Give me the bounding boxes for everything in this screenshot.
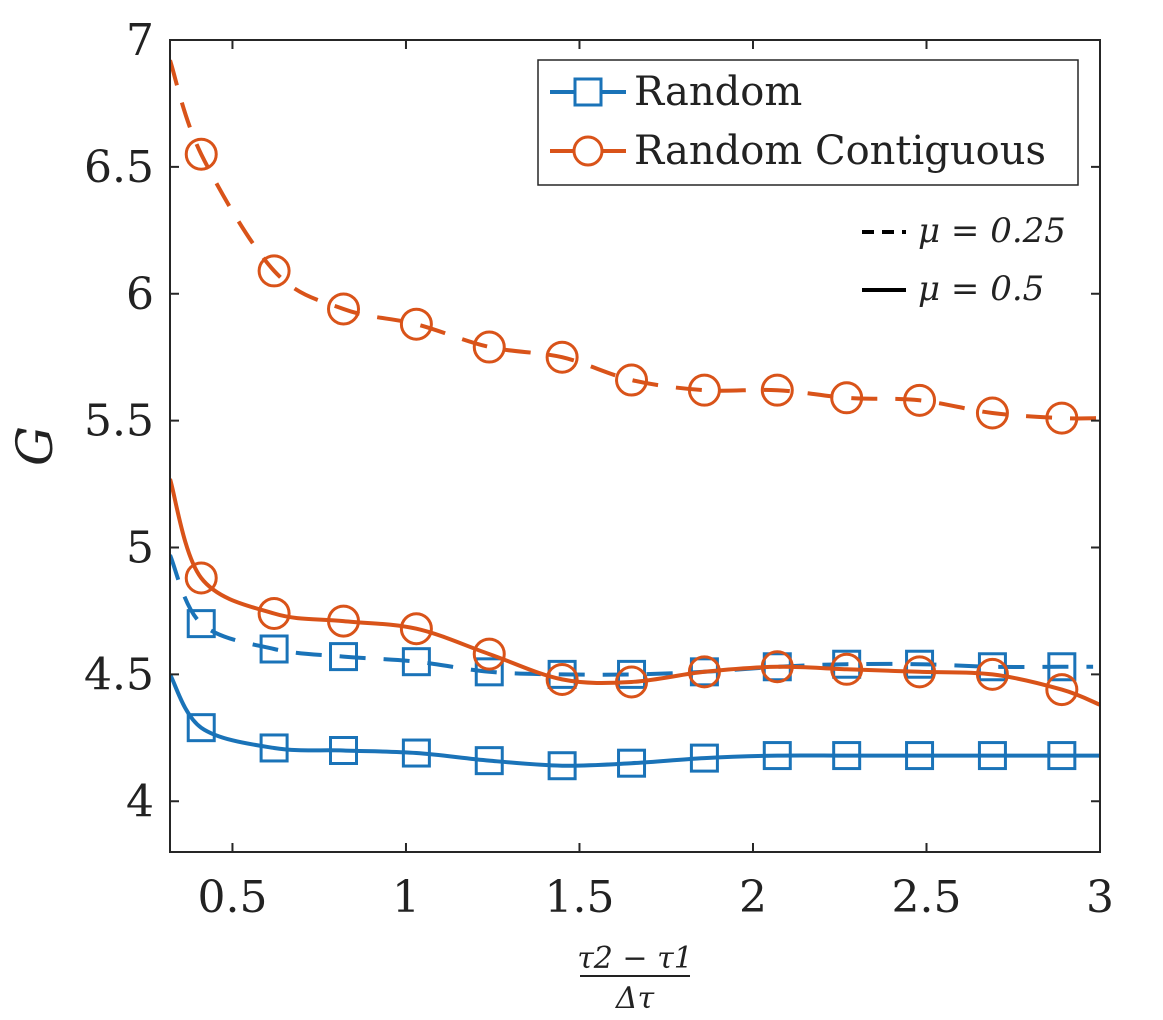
linestyle-legend: μ = 0.25 μ = 0.5	[862, 211, 1066, 309]
series-markers-random-contiguous-mu-05	[184, 561, 1079, 707]
data-point-square	[401, 647, 431, 677]
ticks-layer: 0.5 1 1.5 2 2.5 3 4 4.5 5 5.5 6 6.5 7	[84, 15, 1114, 923]
data-point-circle	[1045, 401, 1079, 435]
y-tick-label: 5	[126, 523, 154, 574]
linestyle-label-dashed: μ = 0.25	[918, 211, 1066, 251]
x-tick-label: 1	[392, 872, 420, 923]
y-tick-label: 6	[126, 269, 154, 320]
legend-marker-square	[573, 77, 603, 107]
x-tick-label: 2.5	[892, 872, 962, 923]
data-point-circle	[975, 396, 1009, 430]
data-point-circle	[472, 637, 506, 671]
data-point-circle	[545, 662, 579, 696]
x-tick-label: 1.5	[544, 872, 614, 923]
data-point-circle	[975, 657, 1009, 691]
linestyle-label-solid: μ = 0.5	[918, 269, 1044, 309]
series-line-random-mu-025	[170, 554, 1094, 677]
data-point-square	[617, 748, 647, 778]
data-point-square	[474, 746, 504, 776]
series-line-random-contiguous-mu-025	[170, 59, 1100, 421]
data-point-square	[547, 751, 577, 781]
data-point-square	[186, 713, 216, 743]
data-point-circle	[184, 137, 218, 171]
data-point-circle	[687, 373, 721, 407]
data-point-square	[259, 634, 289, 664]
x-tick-label: 3	[1086, 872, 1114, 923]
data-point-square	[329, 642, 359, 672]
legend-entry-random: Random	[550, 69, 802, 115]
data-point-circle	[1045, 673, 1079, 707]
data-point-square	[474, 657, 504, 687]
data-point-circle	[760, 373, 794, 407]
data-point-circle	[399, 612, 433, 646]
data-point-square	[689, 743, 719, 773]
data-point-square	[401, 738, 431, 768]
data-point-circle	[545, 340, 579, 374]
data-point-circle	[257, 254, 291, 288]
data-point-square	[1047, 652, 1077, 682]
legend-marker-circle	[572, 135, 604, 167]
data-point-square	[186, 609, 216, 639]
series-line-random-mu-05	[170, 673, 1100, 768]
legend-box	[537, 59, 1079, 186]
x-tick-label: 2	[739, 872, 767, 923]
data-point-circle	[760, 650, 794, 684]
data-point-square	[1047, 741, 1077, 771]
data-point-square	[259, 733, 289, 763]
data-point-square	[977, 741, 1007, 771]
series-markers-random-mu-05	[186, 713, 1077, 781]
data-point-circle	[687, 655, 721, 689]
y-tick-label: 5.5	[84, 396, 154, 447]
legend-entry-random-contiguous: Random Contiguous	[550, 128, 1046, 174]
series-markers-random-contiguous-mu-025	[184, 137, 1079, 435]
y-axis-label: G	[6, 426, 64, 466]
data-point-circle	[830, 652, 864, 686]
data-point-circle	[903, 655, 937, 689]
legend: Random Random Contiguous	[537, 59, 1079, 186]
legend-label-random-contiguous: Random Contiguous	[634, 128, 1046, 174]
legend-label-random: Random	[634, 69, 802, 115]
data-point-circle	[615, 363, 649, 397]
x-axis-label-numerator: τ2 − τ1	[577, 941, 693, 976]
y-tick-label: 7	[126, 15, 154, 66]
data-point-circle	[830, 381, 864, 415]
data-point-circle	[472, 330, 506, 364]
linestyle-entry-solid: μ = 0.5	[862, 269, 1044, 309]
data-point-circle	[184, 561, 218, 595]
data-point-circle	[327, 604, 361, 638]
x-axis-label-denominator: Δτ	[615, 981, 655, 1016]
data-point-square	[905, 741, 935, 771]
data-point-square	[762, 741, 792, 771]
data-point-circle	[257, 596, 291, 630]
series-layer	[170, 59, 1100, 781]
data-point-circle	[615, 665, 649, 699]
data-point-square	[329, 736, 359, 765]
series-line-random-contiguous-mu-05	[170, 478, 1100, 707]
data-point-circle	[399, 307, 433, 341]
y-tick-label: 4.5	[84, 649, 154, 700]
y-tick-label: 6.5	[84, 142, 154, 193]
linestyle-entry-dashed: μ = 0.25	[862, 211, 1066, 251]
x-axis-label: τ2 − τ1 Δτ	[577, 941, 693, 1016]
y-tick-label: 4	[126, 776, 154, 827]
data-point-circle	[903, 383, 937, 417]
data-point-square	[832, 741, 862, 771]
axes-box	[169, 39, 1101, 853]
data-point-circle	[327, 292, 361, 326]
x-tick-label: 0.5	[197, 872, 267, 923]
